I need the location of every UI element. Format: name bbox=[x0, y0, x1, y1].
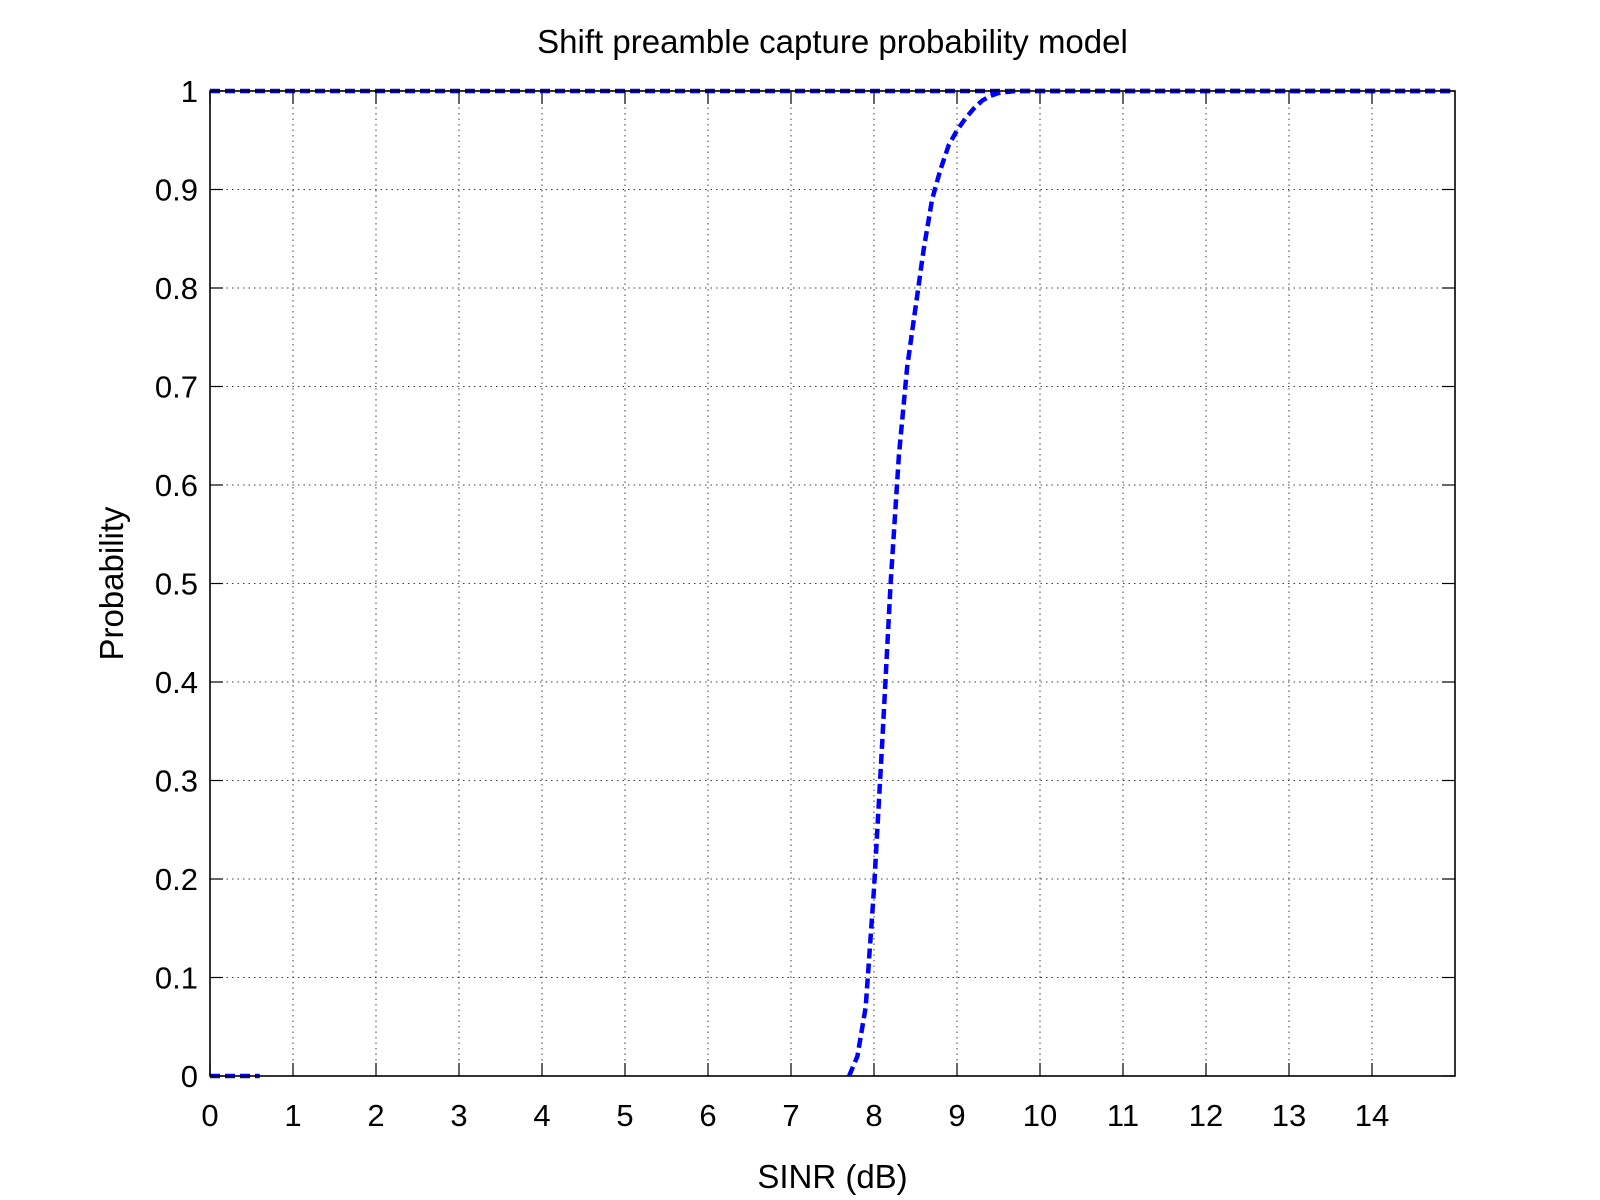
x-tick-label: 2 bbox=[367, 1098, 384, 1133]
y-tick-label: 0.2 bbox=[155, 862, 198, 897]
x-tick-label: 0 bbox=[201, 1098, 218, 1133]
y-tick-label: 0.6 bbox=[155, 468, 198, 503]
x-axis-label: SINR (dB) bbox=[757, 1158, 907, 1195]
x-tick-label: 12 bbox=[1189, 1098, 1223, 1133]
x-tick-label: 5 bbox=[616, 1098, 633, 1133]
x-tick-label: 13 bbox=[1272, 1098, 1306, 1133]
x-tick-label: 10 bbox=[1023, 1098, 1057, 1133]
x-tick-label: 9 bbox=[948, 1098, 965, 1133]
y-tick-label: 0.7 bbox=[155, 370, 198, 405]
x-tick-label: 8 bbox=[865, 1098, 882, 1133]
x-tick-label: 4 bbox=[533, 1098, 550, 1133]
grid-layer bbox=[210, 91, 1455, 1076]
x-tick-label: 14 bbox=[1355, 1098, 1389, 1133]
y-tick-label: 1 bbox=[181, 74, 198, 109]
chart-title: Shift preamble capture probability model bbox=[537, 23, 1128, 60]
tick-label-layer: 0 1 2 3 4 5 6 7 8 9 10 11 12 13 1400.10.20.30.40.50.60… bbox=[155, 74, 1389, 1133]
y-tick-label: 0.3 bbox=[155, 764, 198, 799]
y-tick-label: 0.9 bbox=[155, 173, 198, 208]
y-tick-label: 0 bbox=[181, 1059, 198, 1094]
x-tick-label: 3 bbox=[450, 1098, 467, 1133]
y-tick-label: 0.8 bbox=[155, 271, 198, 306]
x-tick-label: 6 bbox=[699, 1098, 716, 1133]
tick-layer bbox=[209, 90, 1455, 1077]
y-tick-label: 0.5 bbox=[155, 567, 198, 602]
x-tick-label: 7 bbox=[782, 1098, 799, 1133]
y-tick-label: 0.4 bbox=[155, 665, 198, 700]
x-tick-label: 11 bbox=[1107, 1098, 1139, 1133]
x-tick-label: 1 bbox=[284, 1098, 301, 1133]
y-axis-label: Probability bbox=[93, 506, 130, 661]
y-tick-label: 0.1 bbox=[155, 961, 198, 996]
